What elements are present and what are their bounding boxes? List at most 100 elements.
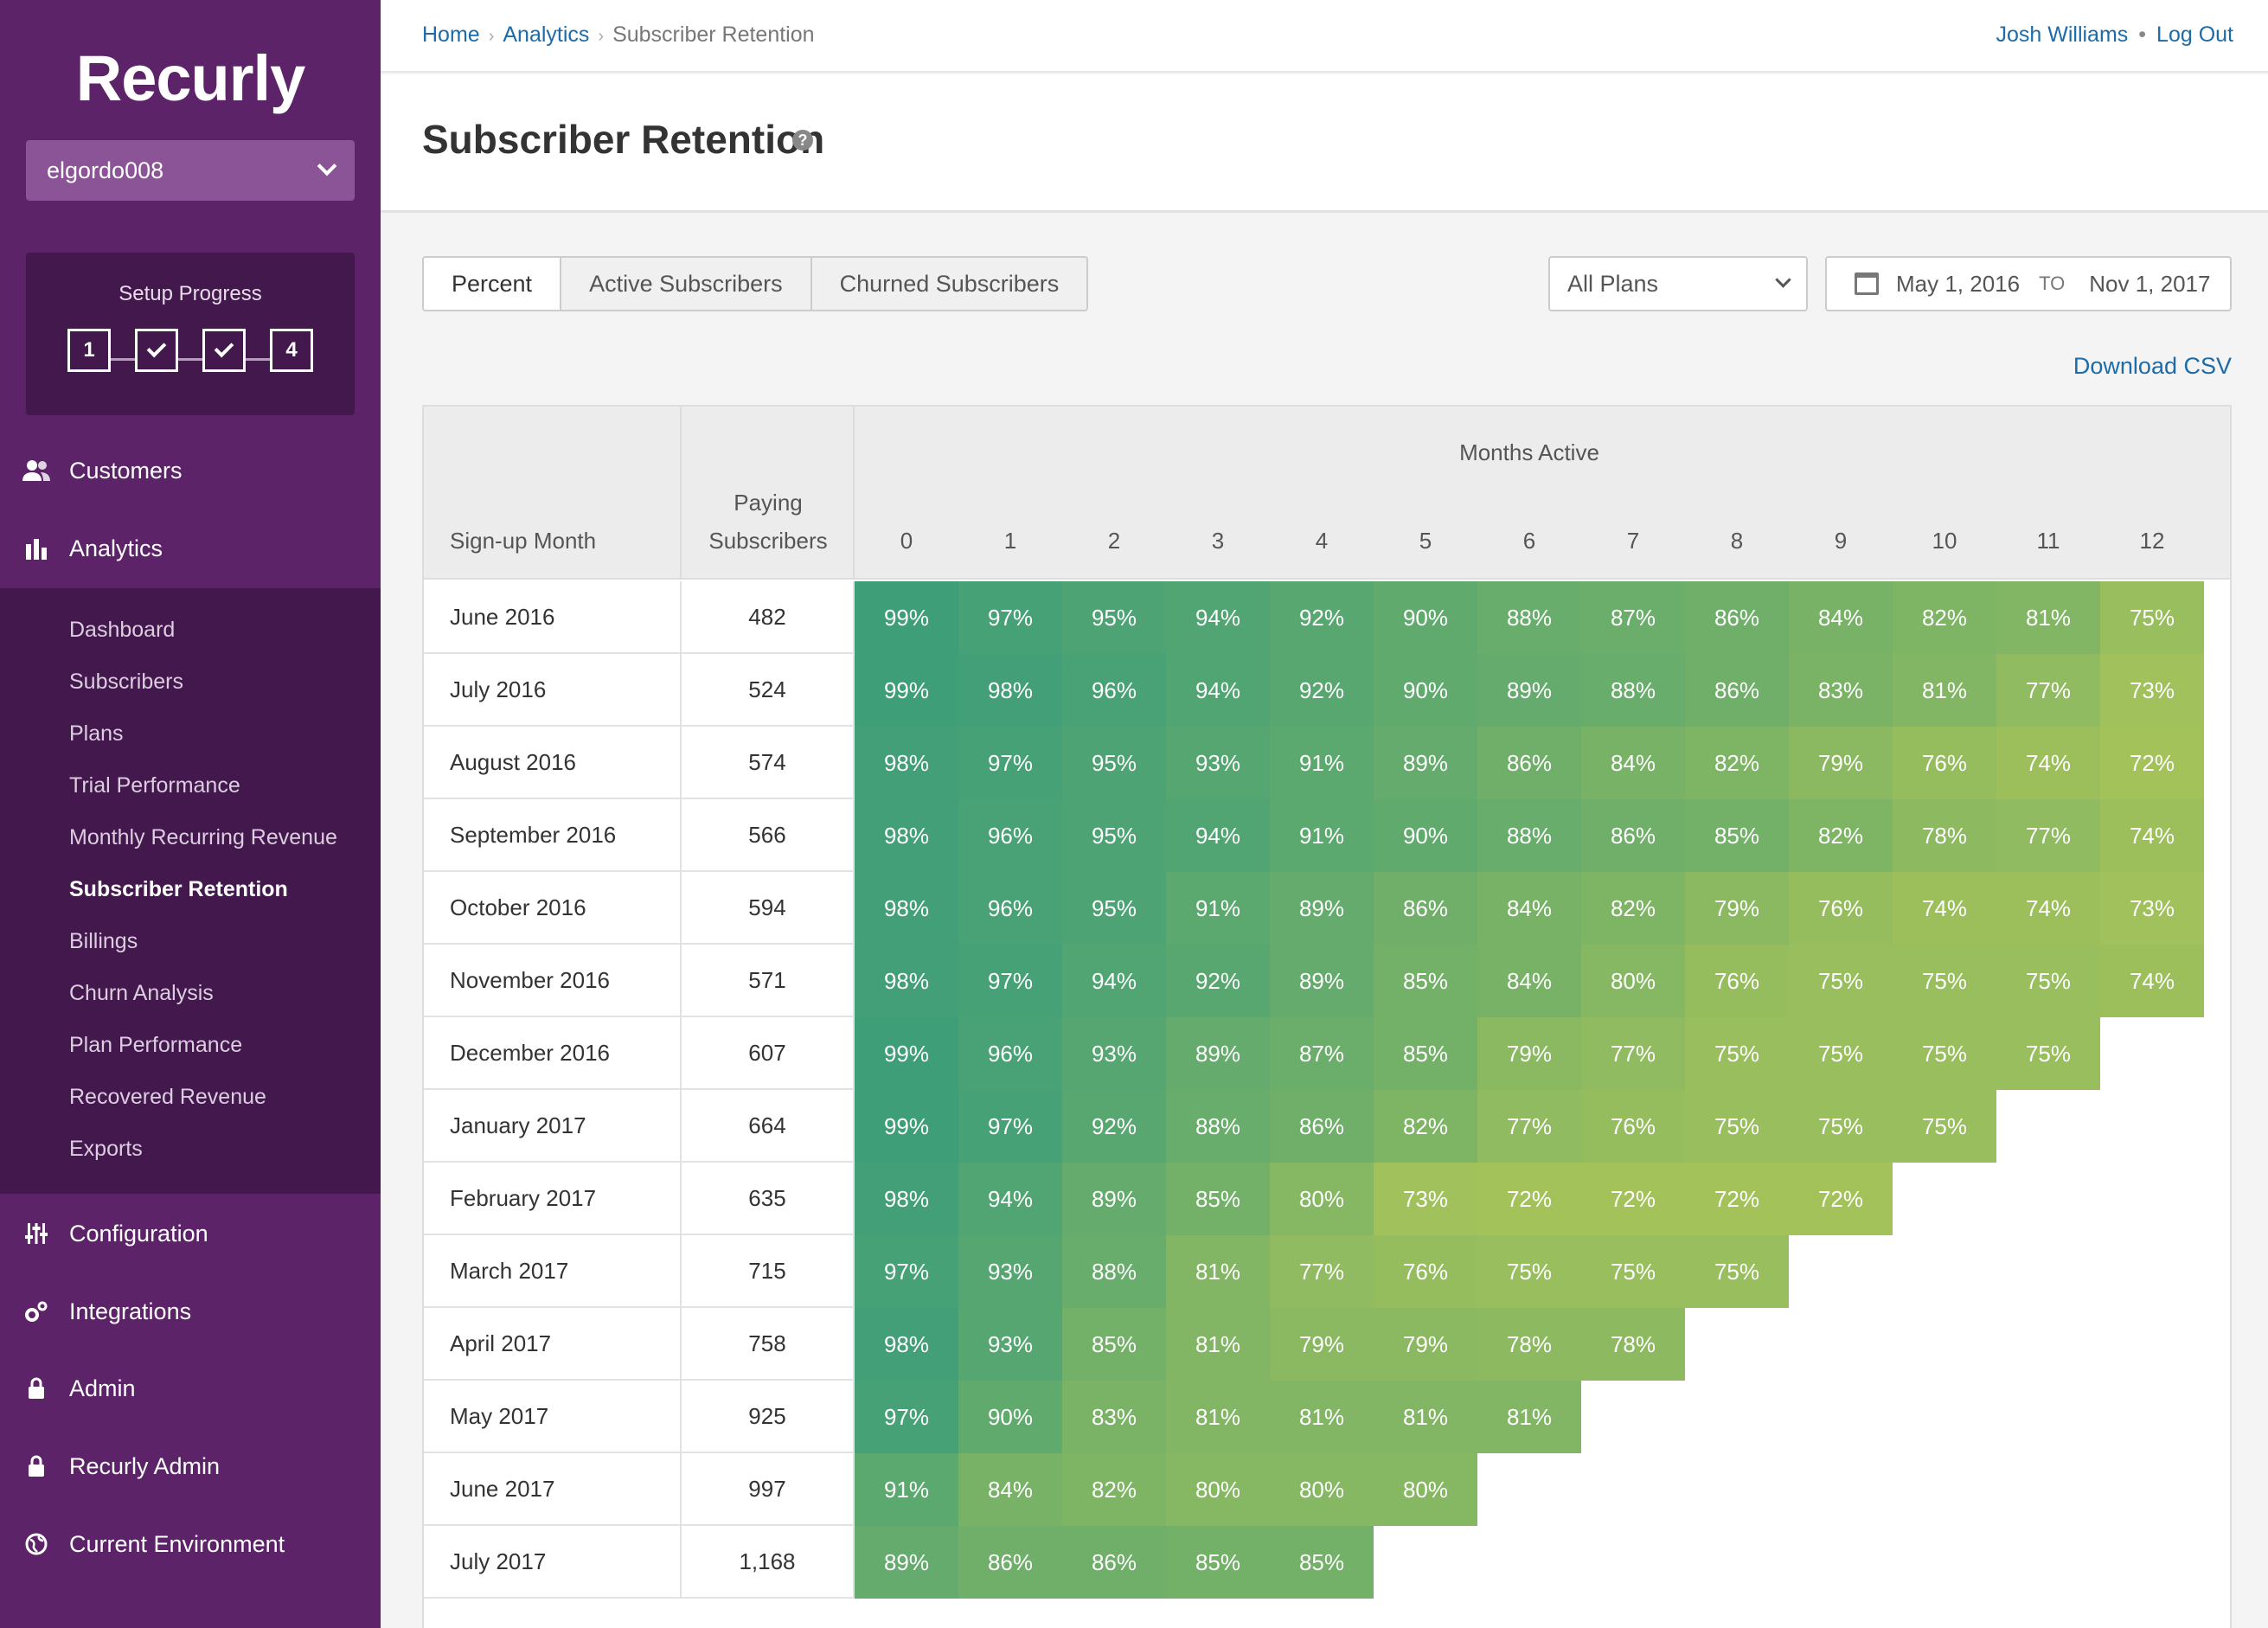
- retention-cell: 75%: [1996, 945, 2100, 1017]
- subnav-plans[interactable]: Plans: [69, 721, 124, 746]
- bar-chart-icon: [21, 535, 52, 561]
- signup-month-cell: October 2016: [424, 872, 682, 945]
- month-header: 2: [1107, 528, 1121, 554]
- retention-cell: 85%: [1166, 1526, 1270, 1599]
- subnav-mrr[interactable]: Monthly Recurring Revenue: [69, 825, 337, 849]
- nav-integrations[interactable]: Integrations: [0, 1273, 381, 1349]
- retention-cell: 79%: [1685, 872, 1789, 945]
- retention-cell: 78%: [1477, 1308, 1581, 1381]
- retention-cell: 72%: [1685, 1163, 1789, 1235]
- subnav-dashboard[interactable]: Dashboard: [69, 618, 176, 642]
- retention-cell: 86%: [1270, 1090, 1374, 1163]
- retention-cell: 86%: [1685, 654, 1789, 727]
- help-icon[interactable]: ?: [792, 130, 813, 151]
- retention-cell: 91%: [1270, 799, 1374, 872]
- nav-configuration[interactable]: Configuration: [0, 1195, 381, 1272]
- paying-subscribers-cell: 574: [682, 727, 855, 799]
- subnav-subscribers[interactable]: Subscribers: [69, 670, 183, 694]
- site-selector[interactable]: elgordo008: [26, 140, 355, 201]
- retention-cell: 91%: [1270, 727, 1374, 799]
- breadcrumb-home[interactable]: Home: [422, 22, 480, 47]
- subnav-subscriber-retention[interactable]: Subscriber Retention: [69, 877, 288, 901]
- signup-month-cell: June 2017: [424, 1453, 682, 1526]
- retention-cell: 77%: [1996, 799, 2100, 872]
- retention-cell: 77%: [1581, 1017, 1685, 1090]
- nav-analytics[interactable]: Analytics: [0, 510, 381, 586]
- retention-cell: 73%: [1374, 1163, 1477, 1235]
- tab-active-subscribers[interactable]: Active Subscribers: [561, 256, 812, 311]
- signup-month-cell: March 2017: [424, 1235, 682, 1308]
- retention-cell: 90%: [958, 1381, 1062, 1453]
- lock-icon: [21, 1375, 52, 1401]
- separator-dot: •: [2138, 22, 2147, 47]
- subnav-exports[interactable]: Exports: [69, 1137, 143, 1161]
- table-row: July 2017 1,168 89% 86% 86% 85% 85%: [424, 1526, 2230, 1599]
- table-row: May 2017 925 97% 90% 83% 81% 81% 81% 81%: [424, 1381, 2230, 1453]
- table-row: June 2016 482 99% 97% 95% 94% 92% 90% 88% 87% 86% 8…: [424, 581, 2230, 654]
- plan-select[interactable]: All Plans: [1548, 256, 1808, 311]
- retention-table: Sign-up Month Paying Subscribers Months …: [422, 405, 2232, 1628]
- table-row: June 2017 997 91% 84% 82% 80% 80% 80%: [424, 1453, 2230, 1526]
- signup-month-cell: July 2017: [424, 1526, 682, 1599]
- retention-cell: 98%: [855, 872, 958, 945]
- setup-step-2[interactable]: [135, 329, 178, 372]
- paying-subscribers-cell: 607: [682, 1017, 855, 1090]
- gears-icon: [21, 1298, 52, 1324]
- table-row: September 2016 566 98% 96% 95% 94% 91% 90% 88% 86…: [424, 799, 2230, 872]
- retention-cell: 89%: [1374, 727, 1477, 799]
- table-row: April 2017 758 98% 93% 85% 81% 79% 79% 78% 78%: [424, 1308, 2230, 1381]
- tab-churned-subscribers[interactable]: Churned Subscribers: [811, 256, 1089, 311]
- paying-subscribers-cell: 482: [682, 581, 855, 654]
- setup-step-3[interactable]: [202, 329, 246, 372]
- date-from[interactable]: May 1, 2016: [1896, 270, 2021, 297]
- subnav-recovered-revenue[interactable]: Recovered Revenue: [69, 1085, 266, 1109]
- retention-cell: 98%: [855, 1308, 958, 1381]
- plan-select-value: All Plans: [1567, 270, 1659, 297]
- retention-cell: 85%: [1374, 945, 1477, 1017]
- logout-link[interactable]: Log Out: [2156, 22, 2233, 47]
- subnav-plan-performance[interactable]: Plan Performance: [69, 1033, 243, 1057]
- subnav-billings[interactable]: Billings: [69, 929, 138, 953]
- paying-subscribers-cell: 715: [682, 1235, 855, 1308]
- retention-cell: 88%: [1477, 581, 1581, 654]
- retention-cell: 76%: [1685, 945, 1789, 1017]
- month-header: 1: [1003, 528, 1017, 554]
- retention-cell: 88%: [1581, 654, 1685, 727]
- subnav-churn-analysis[interactable]: Churn Analysis: [69, 981, 214, 1005]
- view-tabs: Percent Active Subscribers Churned Subsc…: [422, 256, 1089, 311]
- paying-subscribers-cell: 758: [682, 1308, 855, 1381]
- recurly-logo[interactable]: Recurly: [75, 42, 305, 114]
- nav-customers[interactable]: Customers: [0, 433, 381, 509]
- setup-step-4[interactable]: 4: [270, 329, 313, 372]
- retention-cell: 92%: [1270, 581, 1374, 654]
- setup-progress[interactable]: Setup Progress 1 4: [26, 253, 355, 415]
- paying-subscribers-cell: 664: [682, 1090, 855, 1163]
- paying-subscribers-cell: 524: [682, 654, 855, 727]
- month-header: 6: [1522, 528, 1536, 554]
- retention-cell: 75%: [1893, 1090, 1996, 1163]
- month-header: 3: [1211, 528, 1225, 554]
- month-header: 8: [1730, 528, 1744, 554]
- nav-admin[interactable]: Admin: [0, 1350, 381, 1426]
- paying-subscribers-cell: 571: [682, 945, 855, 1017]
- nav-current-environment[interactable]: Current Environment: [0, 1506, 381, 1582]
- retention-cell: 77%: [1996, 654, 2100, 727]
- nav-recurly-admin[interactable]: Recurly Admin: [0, 1428, 381, 1504]
- table-row: November 2016 571 98% 97% 94% 92% 89% 85% 84% 80%…: [424, 945, 2230, 1017]
- tab-percent[interactable]: Percent: [422, 256, 562, 311]
- chevron-down-icon: [1775, 271, 1791, 288]
- setup-step-1[interactable]: 1: [67, 329, 111, 372]
- retention-cell: 99%: [855, 1017, 958, 1090]
- site-selector-value: elgordo008: [47, 157, 164, 183]
- date-range-picker[interactable]: May 1, 2016 TO Nov 1, 2017: [1825, 256, 2232, 311]
- retention-cell: 74%: [1893, 872, 1996, 945]
- paying-subscribers-cell: 635: [682, 1163, 855, 1235]
- nav-customers-label: Customers: [69, 457, 183, 484]
- user-name-link[interactable]: Josh Williams: [1996, 22, 2129, 47]
- breadcrumb-analytics[interactable]: Analytics: [503, 22, 590, 47]
- download-csv-link[interactable]: Download CSV: [2073, 353, 2232, 379]
- subnav-trial-performance[interactable]: Trial Performance: [69, 773, 240, 798]
- date-to[interactable]: Nov 1, 2017: [2089, 270, 2211, 297]
- retention-cell: 75%: [1685, 1090, 1789, 1163]
- retention-cell: 99%: [855, 1090, 958, 1163]
